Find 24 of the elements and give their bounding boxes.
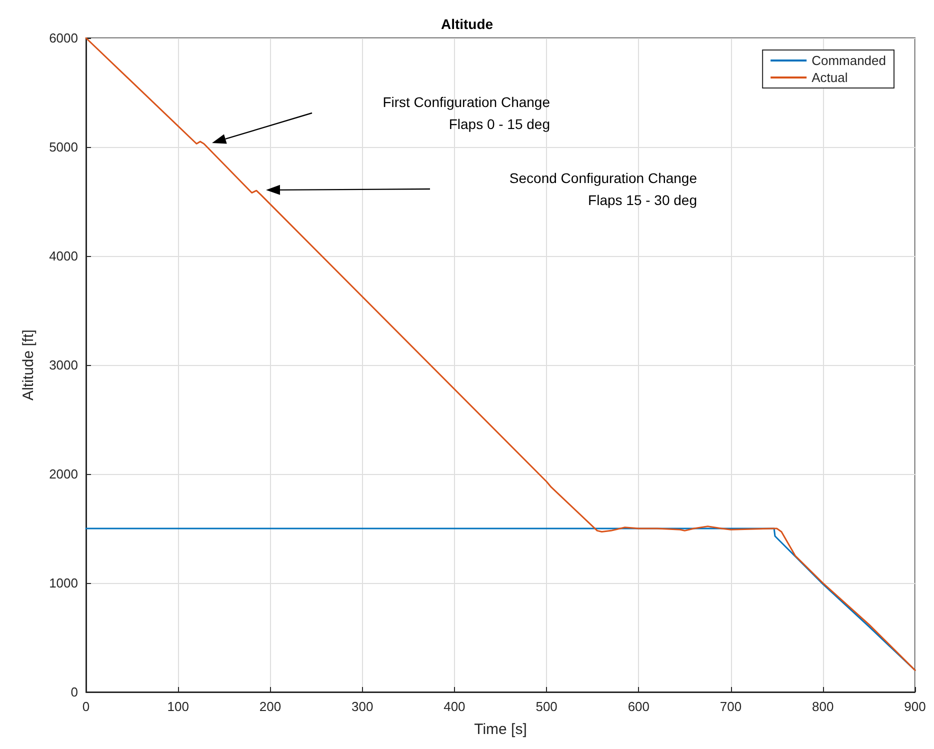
y-axis-title: Altitude [ft] [20,330,37,400]
x-tick-label: 600 [628,699,650,714]
legend-label: Commanded [812,53,886,68]
x-tick-label: 400 [444,699,466,714]
x-tick-label: 300 [351,699,374,714]
legend-label: Actual [812,70,848,85]
y-tick-label: 6000 [49,30,78,46]
chart-title: Altitude [440,16,494,32]
x-tick-label: 200 [259,699,282,714]
annotation: Second Configuration Change Flaps 15 - 30 deg [509,170,698,208]
x-tick-label: 900 [904,699,926,714]
x-tick-label: 700 [720,699,742,714]
x-axis-title: Time [s] [474,721,527,738]
x-tick-label: 500 [536,699,558,714]
y-tick-label: 0 [70,684,78,700]
x-tick-label: 100 [167,699,189,714]
y-tick-label: 2000 [49,466,78,482]
y-tick-label: 3000 [49,358,78,372]
annotation: First Configuration Change Flaps 0 - 15 deg [382,94,550,132]
x-tick-label: 800 [812,699,834,714]
y-tick-label: 4000 [49,248,78,264]
x-tick-label: 0 [82,699,90,714]
y-tick-label: 1000 [49,576,78,590]
y-tick-label: 5000 [49,140,78,154]
